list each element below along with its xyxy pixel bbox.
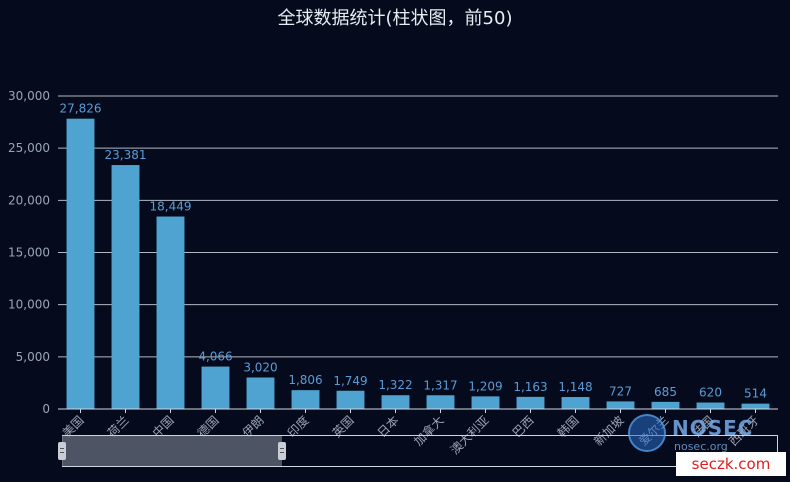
bar xyxy=(516,396,545,409)
bar-value-label: 18,449 xyxy=(150,200,192,214)
bar-value-label: 27,826 xyxy=(60,102,102,116)
corner-badge: seczk.com xyxy=(676,452,786,476)
bar xyxy=(606,401,635,409)
bar xyxy=(696,402,725,409)
bar xyxy=(111,165,140,409)
data-zoom-window[interactable] xyxy=(62,436,282,466)
y-tick-label: 15,000 xyxy=(8,246,50,260)
bar xyxy=(741,403,770,409)
bar xyxy=(381,395,410,409)
bar xyxy=(426,395,455,409)
watermark-site: nosec.org xyxy=(674,440,728,453)
bar-value-label: 1,322 xyxy=(378,378,412,392)
shield-icon xyxy=(628,414,666,452)
data-zoom-left-handle[interactable] xyxy=(58,442,66,460)
y-tick-label: 25,000 xyxy=(8,141,50,155)
bar xyxy=(291,390,320,409)
bar-value-label: 1,806 xyxy=(288,373,322,387)
bar xyxy=(66,118,95,409)
bar xyxy=(561,397,590,409)
y-tick-label: 0 xyxy=(42,402,50,416)
bar-value-label: 4,066 xyxy=(198,350,232,364)
bar-value-label: 1,163 xyxy=(513,380,547,394)
y-tick-label: 5,000 xyxy=(16,350,50,364)
y-tick-label: 30,000 xyxy=(8,89,50,103)
y-tick-label: 10,000 xyxy=(8,298,50,312)
bar xyxy=(651,401,680,409)
chart-title: 全球数据统计(柱状图，前50) xyxy=(277,8,513,29)
watermark: NOSEC nosec.org xyxy=(628,410,758,462)
bar xyxy=(336,390,365,409)
bar-value-label: 23,381 xyxy=(105,148,147,162)
data-zoom-right-handle[interactable] xyxy=(278,442,286,460)
bar xyxy=(156,216,185,409)
bar-value-label: 727 xyxy=(609,384,632,398)
y-tick-label: 20,000 xyxy=(8,193,50,207)
bar-value-label: 514 xyxy=(744,387,767,401)
bar xyxy=(471,396,500,409)
bar-value-label: 1,317 xyxy=(423,378,457,392)
watermark-brand: NOSEC xyxy=(672,416,754,440)
bar xyxy=(201,366,230,409)
bar xyxy=(246,377,275,409)
bar-value-label: 1,749 xyxy=(333,374,367,388)
bar-value-label: 620 xyxy=(699,386,722,400)
bar-value-label: 1,209 xyxy=(468,379,502,393)
bar-value-label: 1,148 xyxy=(558,380,592,394)
bar-value-label: 685 xyxy=(654,385,677,399)
bar-value-label: 3,020 xyxy=(243,360,277,374)
